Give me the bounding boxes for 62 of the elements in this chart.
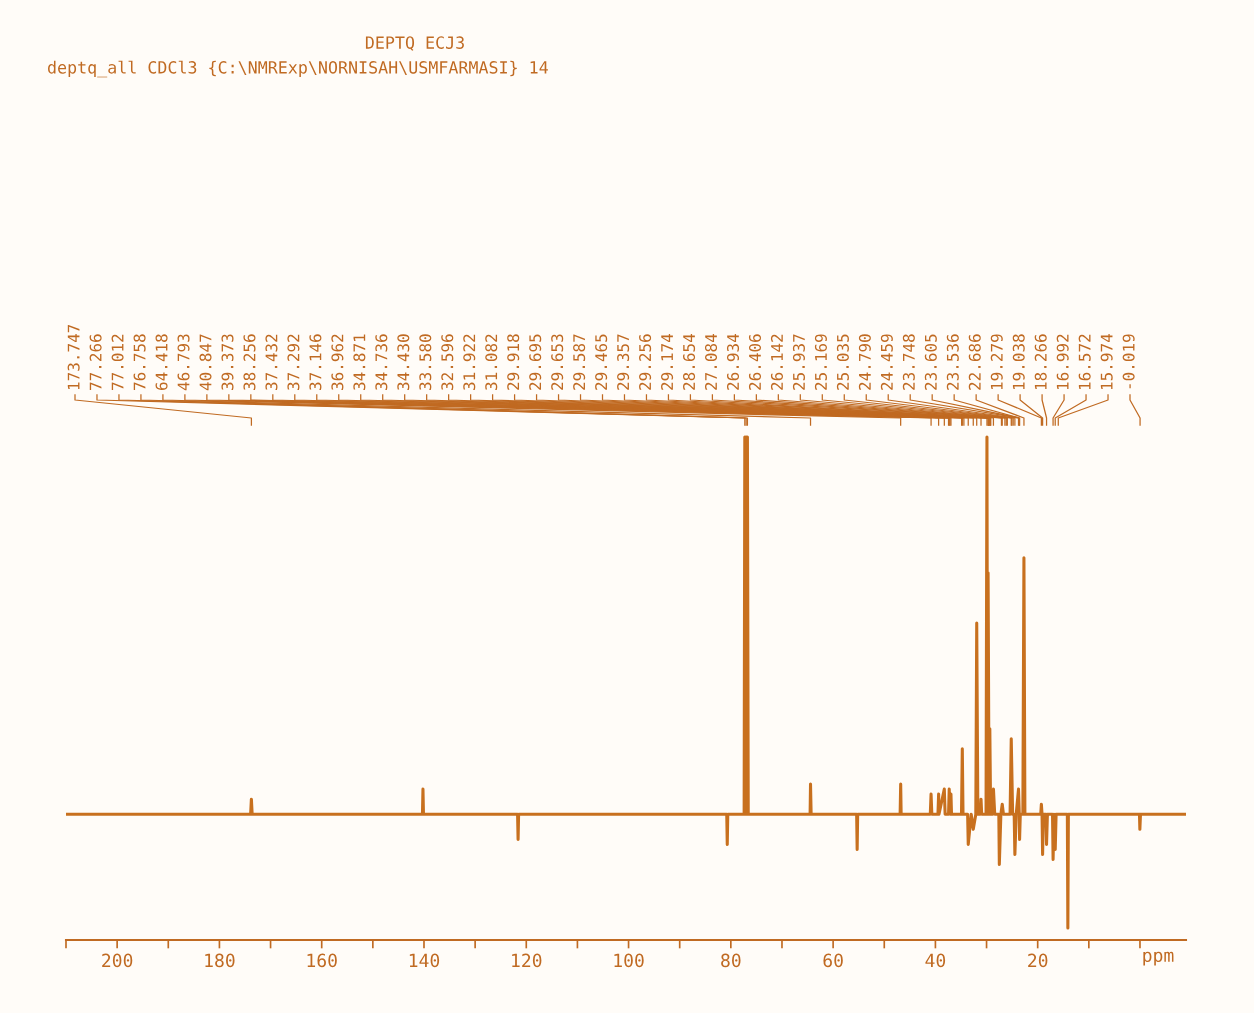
annotation: 22.686: [968, 334, 981, 390]
annotation: 64.418: [155, 334, 168, 390]
annotation: 15.974: [1100, 334, 1113, 390]
annotation: 31.082: [485, 334, 498, 390]
x-tick-label: 200: [102, 953, 133, 968]
annotation: 29.918: [507, 334, 520, 390]
annotation: 26.406: [748, 334, 762, 390]
x-axis-title: ppm: [1143, 951, 1174, 966]
annotation: 34.871: [353, 334, 366, 390]
annotation: 29.256: [639, 334, 652, 390]
x-tick-label: 180: [205, 953, 235, 968]
x-tick-label: 160: [307, 953, 337, 968]
annotation: 28.654: [683, 334, 696, 390]
annotation: 34.430: [397, 334, 410, 390]
annotation: 18.266: [1034, 334, 1047, 390]
annotation: 37.146: [309, 334, 322, 390]
chart-title: DEPTQ ECJ3: [365, 36, 464, 51]
x-tick-label: 100: [614, 953, 644, 968]
annotation: 29.653: [551, 334, 564, 390]
annotation: 23.536: [946, 334, 959, 390]
annotation: 77.012: [111, 334, 124, 390]
annotation: 25.169: [814, 334, 827, 390]
annotation: -0.019: [1122, 334, 1135, 389]
annotation: 37.432: [265, 334, 278, 390]
annotation: 29.695: [529, 334, 542, 390]
annotation: 40.847: [199, 334, 212, 391]
annotation: 26.934: [726, 334, 740, 390]
annotation: 29.174: [661, 334, 674, 390]
annotation: 34.736: [375, 334, 388, 390]
x-tick-label: 60: [823, 953, 843, 968]
annotation: 31.922: [463, 334, 476, 390]
annotation: 25.035: [836, 334, 849, 390]
annotation: 77.266: [89, 334, 102, 390]
annotation: 33.580: [419, 334, 432, 390]
annotation: 37.292: [287, 334, 300, 390]
annotation: 38.256: [243, 334, 256, 390]
x-tick-label: 40: [925, 953, 946, 968]
annotation: 32.596: [441, 334, 454, 390]
annotation: 46.793: [177, 334, 190, 391]
x-tick-label: 120: [512, 953, 542, 968]
chart-subtitle: deptq_all CDCl3 {C:\NMRExp\NORNISAH\USMFARMASI} 14: [48, 60, 548, 78]
annotation: 16.992: [1056, 334, 1069, 390]
annotation: 19.038: [1012, 334, 1025, 390]
annotation: 23.748: [902, 334, 915, 390]
annotation: 36.962: [331, 334, 344, 390]
x-tick-label: 140: [409, 953, 440, 968]
annotation: 76.758: [133, 334, 146, 390]
annotation: 23.605: [924, 334, 937, 390]
annotation: 16.572: [1078, 334, 1091, 390]
annotation: 29.465: [595, 334, 608, 390]
annotation: 173.747: [67, 324, 80, 390]
annotation: 39.373: [221, 334, 234, 390]
x-tick-label: 20: [1028, 953, 1048, 968]
annotation: 29.357: [617, 334, 630, 390]
annotation: 24.459: [880, 334, 893, 390]
annotation: 27.084: [704, 334, 718, 390]
x-tick-label: 80: [721, 953, 741, 968]
annotation: 25.937: [792, 334, 805, 390]
annotation: 24.790: [858, 334, 871, 390]
annotation: 19.279: [990, 334, 1003, 390]
annotation: 29.587: [573, 334, 586, 390]
annotation: 26.142: [770, 334, 784, 390]
